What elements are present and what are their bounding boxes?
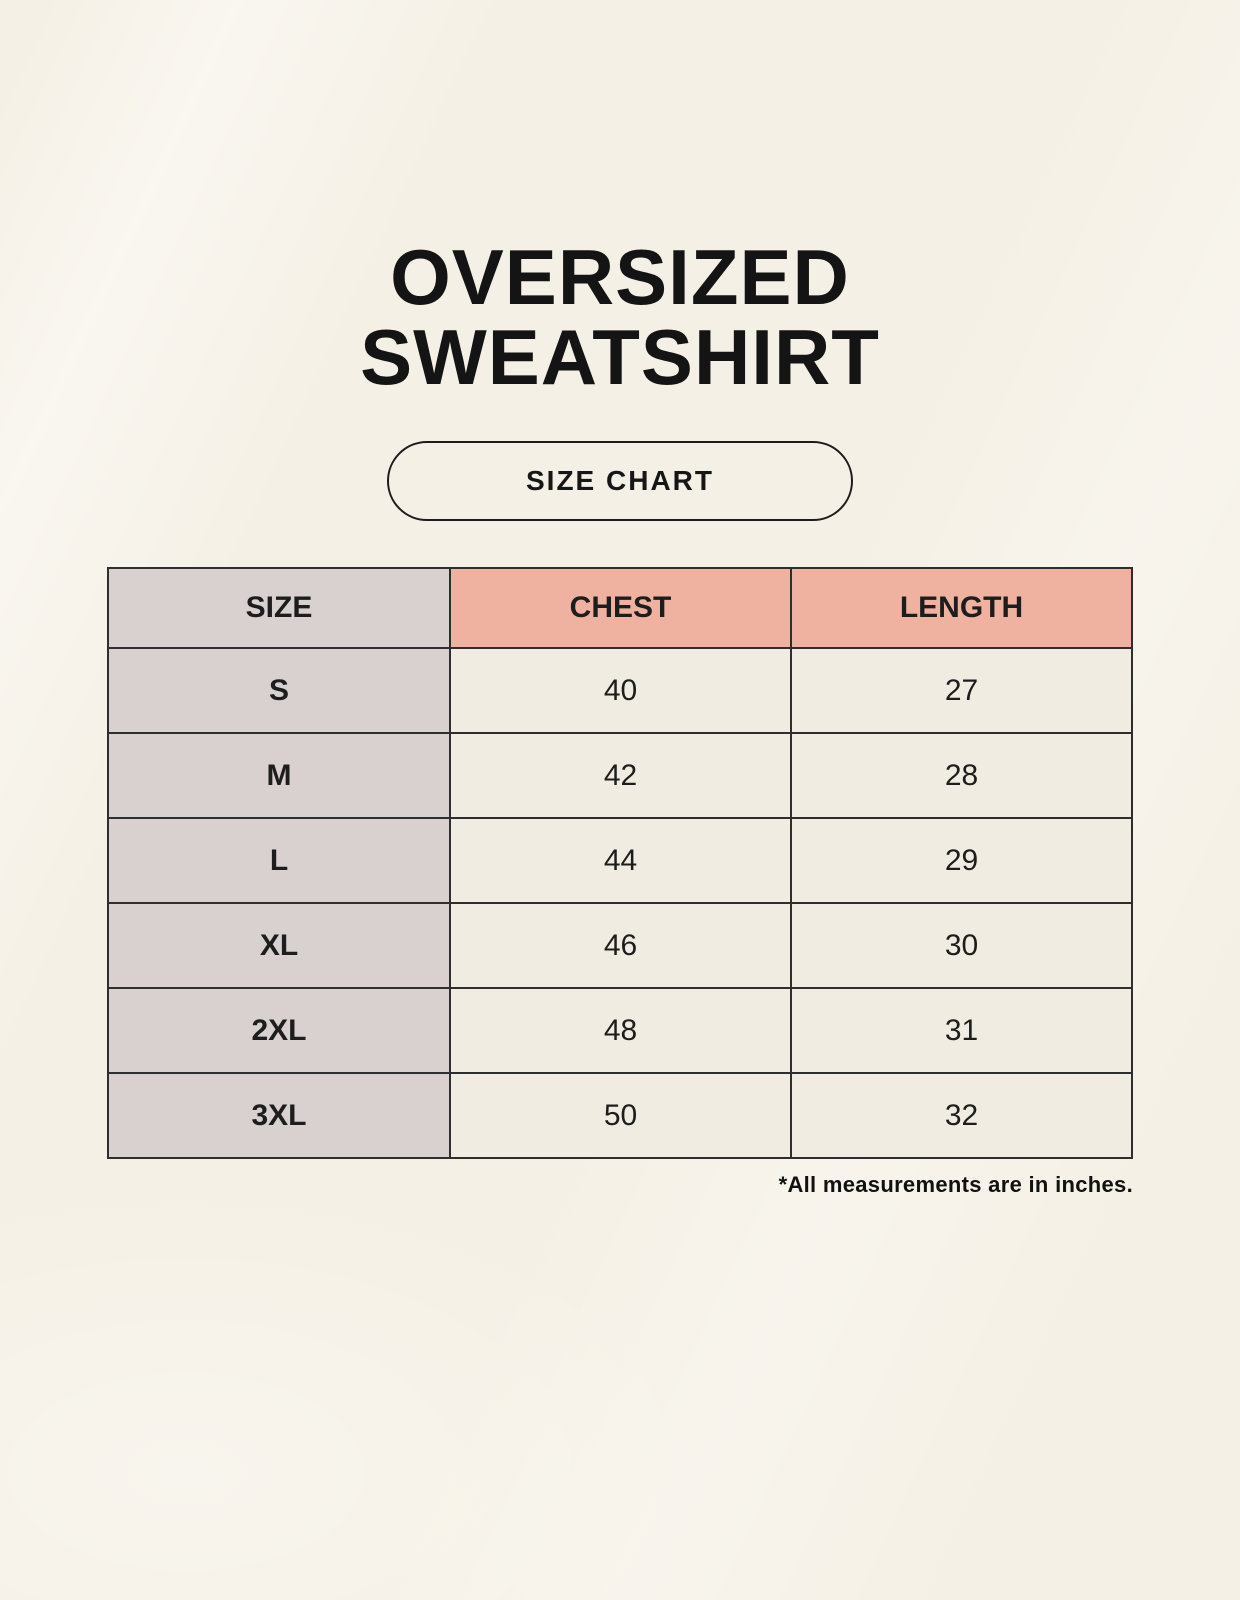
table-row-s: S 40 27: [107, 647, 1133, 735]
length-cell: 31: [790, 987, 1133, 1075]
table-row-2xl: 2XL 48 31: [107, 987, 1133, 1075]
size-cell: XL: [107, 902, 451, 990]
chest-cell: 40: [449, 647, 792, 735]
size-cell: L: [107, 817, 451, 905]
chest-cell: 46: [449, 902, 792, 990]
size-chart-badge: SIZE CHART: [387, 441, 853, 522]
table-row-m: M 42 28: [107, 732, 1133, 820]
size-table: SIZE CHEST LENGTH S 40 27 M 42 28 L 44 2…: [107, 567, 1133, 1160]
size-cell: M: [107, 732, 451, 820]
table-row-3xl: 3XL 50 32: [107, 1072, 1133, 1160]
header-cell-size: SIZE: [107, 567, 451, 650]
size-cell: 2XL: [107, 987, 451, 1075]
title-line-1: OVERSIZED: [390, 233, 850, 321]
chest-cell: 48: [449, 987, 792, 1075]
length-cell: 29: [790, 817, 1133, 905]
page-title: OVERSIZED SWEATSHIRT: [360, 233, 880, 401]
size-cell: 3XL: [107, 1072, 451, 1160]
measurements-footnote: *All measurements are in inches.: [778, 1172, 1133, 1198]
size-chart-badge-label: SIZE CHART: [526, 465, 714, 497]
table-header-row: SIZE CHEST LENGTH: [107, 567, 1133, 650]
chest-cell: 42: [449, 732, 792, 820]
header-cell-length: LENGTH: [790, 567, 1133, 650]
length-cell: 32: [790, 1072, 1133, 1160]
length-cell: 27: [790, 647, 1133, 735]
table-row-xl: XL 46 30: [107, 902, 1133, 990]
chest-cell: 50: [449, 1072, 792, 1160]
length-cell: 28: [790, 732, 1133, 820]
size-cell: S: [107, 647, 451, 735]
title-line-2: SWEATSHIRT: [360, 312, 880, 401]
header-cell-chest: CHEST: [449, 567, 792, 650]
length-cell: 30: [790, 902, 1133, 990]
table-row-l: L 44 29: [107, 817, 1133, 905]
chest-cell: 44: [449, 817, 792, 905]
